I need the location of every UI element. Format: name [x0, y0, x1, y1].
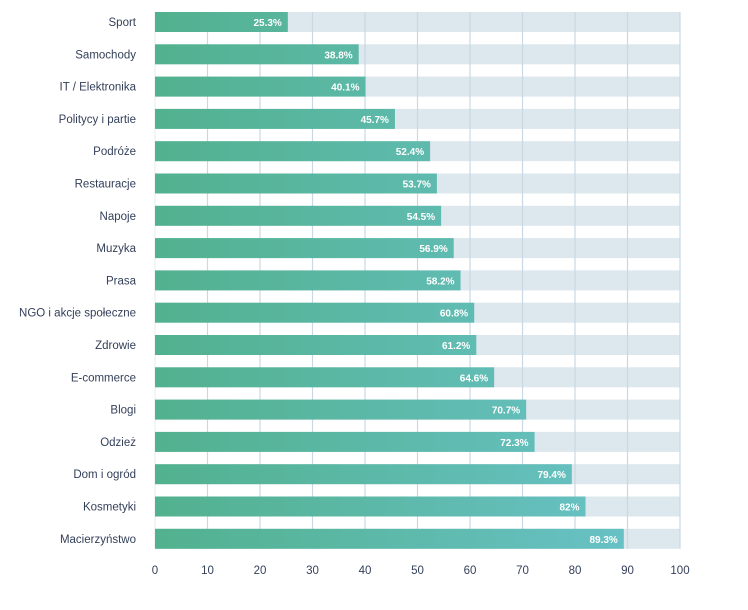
- value-label: 61.2%: [442, 341, 470, 352]
- category-label: Zdrowie: [95, 340, 136, 352]
- value-label: 79.4%: [537, 470, 565, 481]
- value-label: 58.2%: [426, 276, 454, 287]
- bar: [155, 302, 475, 323]
- bar: [155, 173, 437, 194]
- bar: [155, 238, 454, 259]
- value-label: 60.8%: [440, 309, 468, 320]
- bar: [155, 141, 431, 162]
- category-label: Muzyka: [96, 243, 136, 255]
- bar: [155, 399, 527, 420]
- category-labels: Sport Samochody IT / Elektronika Politycy i…: [19, 17, 137, 546]
- x-tick-label: 70: [516, 565, 529, 577]
- bar: [155, 464, 572, 485]
- value-label: 89.3%: [589, 535, 617, 546]
- value-label: 70.7%: [492, 406, 520, 417]
- x-tick-label: 100: [670, 565, 689, 577]
- category-label: Samochody: [75, 49, 136, 61]
- bar: [155, 270, 461, 291]
- value-label: 56.9%: [419, 244, 447, 255]
- category-label: Blogi: [110, 405, 136, 417]
- x-tick-label: 50: [411, 565, 424, 577]
- value-label: 38.8%: [324, 50, 352, 61]
- bar: [155, 12, 288, 32]
- bar: [155, 205, 442, 226]
- value-label: 45.7%: [361, 115, 389, 126]
- bar: [155, 431, 535, 452]
- x-axis-ticks: 0 10 20 30 40 50 60 70 80 90 100: [152, 565, 690, 577]
- value-label: 72.3%: [500, 438, 528, 449]
- x-tick-label: 40: [359, 565, 372, 577]
- x-tick-label: 20: [254, 565, 267, 577]
- x-tick-label: 0: [152, 565, 158, 577]
- bars: [155, 12, 624, 549]
- bar: [155, 335, 477, 355]
- category-label: Podróże: [93, 146, 136, 158]
- bar: [155, 108, 395, 129]
- x-tick-label: 80: [569, 565, 582, 577]
- bar: [155, 76, 366, 97]
- category-label: Prasa: [106, 275, 137, 287]
- bar: [155, 44, 359, 65]
- x-tick-label: 10: [201, 565, 214, 577]
- value-label: 25.3%: [253, 18, 281, 29]
- category-label: Napoje: [100, 211, 136, 223]
- value-label: 53.7%: [403, 180, 431, 191]
- category-label: Macierzyństwo: [60, 534, 136, 546]
- x-tick-label: 60: [464, 565, 477, 577]
- value-label: 40.1%: [331, 83, 359, 94]
- value-label: 82%: [559, 503, 579, 514]
- category-label: Sport: [109, 17, 137, 29]
- bar: [155, 528, 624, 549]
- category-label: Politycy i partie: [59, 114, 136, 126]
- value-label: 54.5%: [407, 212, 435, 223]
- category-label: IT / Elektronika: [60, 82, 137, 94]
- x-tick-label: 90: [621, 565, 634, 577]
- bar: [155, 496, 586, 517]
- category-label: NGO i akcje społeczne: [19, 308, 136, 320]
- x-tick-label: 30: [306, 565, 319, 577]
- value-label: 64.6%: [460, 373, 488, 384]
- value-label: 52.4%: [396, 147, 424, 158]
- bar: [155, 367, 495, 388]
- category-label: Odzież: [100, 437, 136, 449]
- value-labels: 25.3% 38.8% 40.1% 45.7% 52.4% 53.7% 54.5% 56.9%…: [253, 18, 617, 546]
- category-label: Restauracje: [75, 179, 136, 191]
- category-label: E-commerce: [71, 372, 136, 384]
- category-label: Kosmetyki: [83, 502, 136, 514]
- category-label: Dom i ogród: [73, 469, 136, 481]
